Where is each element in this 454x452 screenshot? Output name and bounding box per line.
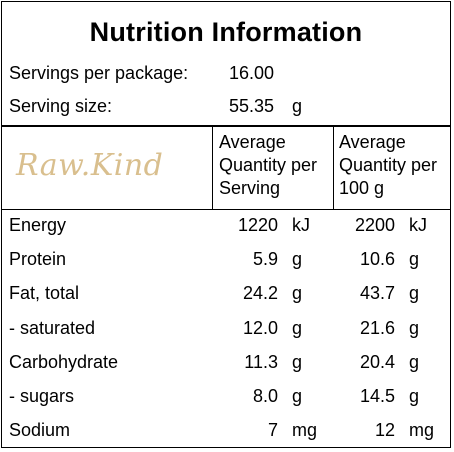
nutrient-per100-unit: g xyxy=(409,249,420,269)
servings-label: Servings per package: xyxy=(9,63,189,83)
nutrient-per100-unit: g xyxy=(409,386,420,406)
header-per-serving: Average Quantity per Serving xyxy=(219,131,317,200)
nutrient-per100-unit: mg xyxy=(409,420,435,440)
nutrient-name: - sugars xyxy=(9,386,75,406)
panel-title: Nutrition Information xyxy=(89,17,363,47)
nutrient-per100-value: 20.4 xyxy=(359,352,395,372)
nutrient-name: Carbohydrate xyxy=(9,352,119,372)
header-column-divider-1 xyxy=(212,126,213,210)
nutrient-name: Sodium xyxy=(9,420,71,440)
header-column-divider-2 xyxy=(333,126,334,210)
nutrient-serving-value: 12.0 xyxy=(242,318,278,338)
nutrient-per100-unit: kJ xyxy=(409,215,427,235)
nutrient-per100-unit: g xyxy=(409,318,420,338)
nutrient-name: Energy xyxy=(9,215,67,235)
nutrient-per100-value: 21.6 xyxy=(359,318,395,338)
nutrient-per100-unit: g xyxy=(409,352,420,372)
nutrient-serving-value: 7 xyxy=(267,420,278,440)
nutrient-serving-unit: g xyxy=(292,352,303,372)
nutrient-serving-unit: mg xyxy=(292,420,318,440)
nutrient-per100-value: 10.6 xyxy=(359,249,395,269)
brand-logo: Raw.Kind xyxy=(16,148,164,183)
nutrient-serving-unit: g xyxy=(292,318,303,338)
nutrient-serving-unit: g xyxy=(292,386,303,406)
nutrient-per100-value: 2200 xyxy=(354,215,395,235)
nutrient-per100-unit: g xyxy=(409,283,420,303)
nutrient-serving-value: 24.2 xyxy=(242,283,278,303)
nutrient-serving-unit: g xyxy=(292,249,303,269)
serving-size-label: Serving size: xyxy=(9,96,113,116)
header-per-100g-line-1: Average xyxy=(339,132,406,152)
nutrient-name: - saturated xyxy=(9,318,96,338)
nutrient-serving-unit: g xyxy=(292,283,303,303)
nutrient-serving-value: 1220 xyxy=(237,215,278,235)
header-per-100g-line-2: Quantity per xyxy=(339,155,438,175)
nutrient-serving-unit: kJ xyxy=(292,215,310,235)
header-per-serving-line-1: Average xyxy=(219,132,286,152)
header-divider-top xyxy=(2,125,450,127)
header-per-serving-line-3: Serving xyxy=(219,178,281,198)
nutrient-serving-value: 11.3 xyxy=(244,352,278,372)
header-per-100g-line-3: 100 g xyxy=(339,178,385,198)
nutrient-name: Protein xyxy=(9,249,67,269)
nutrient-per100-value: 14.5 xyxy=(359,386,395,406)
nutrient-serving-value: 5.9 xyxy=(252,249,278,269)
servings-value: 16.00 xyxy=(229,63,275,83)
header-divider-bottom xyxy=(2,209,450,210)
nutrient-per100-value: 12 xyxy=(374,420,395,440)
nutrient-per100-value: 43.7 xyxy=(359,283,395,303)
serving-size-value: 55.35 xyxy=(229,96,275,116)
serving-size-unit: g xyxy=(292,96,303,116)
header-per-serving-line-2: Quantity per xyxy=(219,155,318,175)
nutrient-serving-value: 8.0 xyxy=(252,386,278,406)
nutrient-name: Fat, total xyxy=(9,283,80,303)
header-per-100g: Average Quantity per 100 g xyxy=(339,131,437,200)
